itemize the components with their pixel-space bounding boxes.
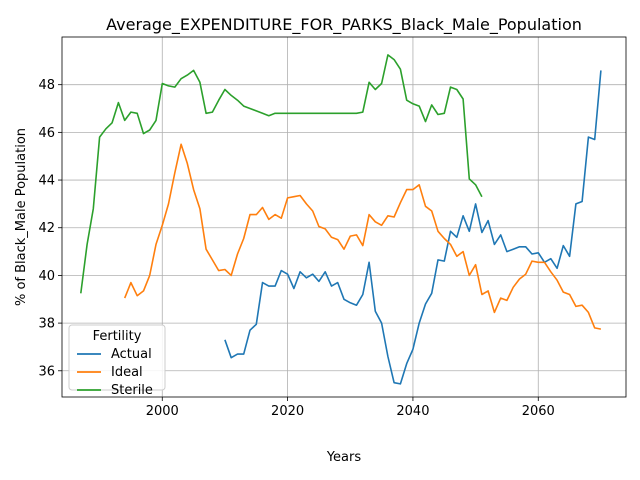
legend-title: Fertility [93,329,142,344]
legend-entries: Actual Ideal Sterile [77,347,153,398]
x-tick-label: 2040 [396,404,429,419]
legend-label: Sterile [111,383,153,398]
axis-ticks: 2000 2020 2040 2060 36 38 40 42 44 46 48 [38,78,554,419]
y-tick-label: 44 [38,174,55,189]
series-line-ideal [123,143,602,330]
grid [62,37,626,397]
y-tick-label: 38 [38,317,55,332]
y-tick-label: 42 [38,221,55,236]
legend: Fertility Actual Ideal Sterile [68,324,166,398]
legend-box [68,324,166,391]
x-tick-label: 2020 [271,404,304,419]
x-axis-label: Years [326,450,362,465]
series-line-actual [224,70,602,385]
y-tick-label: 46 [38,126,55,141]
x-tick-label: 2060 [522,404,555,419]
y-tick-label: 36 [38,364,55,379]
legend-label: Ideal [111,365,143,380]
y-tick-label: 48 [38,78,55,93]
plot-frame [61,36,627,398]
y-axis-label: % of Black_Male Population [14,128,29,306]
x-tick-label: 2000 [146,404,179,419]
series-lines [80,54,602,385]
series-line-sterile [80,54,483,294]
chart-title: Average_EXPENDITURE_FOR_PARKS_Black_Male… [106,15,582,35]
legend-label: Actual [111,347,152,362]
y-tick-label: 40 [38,269,55,284]
